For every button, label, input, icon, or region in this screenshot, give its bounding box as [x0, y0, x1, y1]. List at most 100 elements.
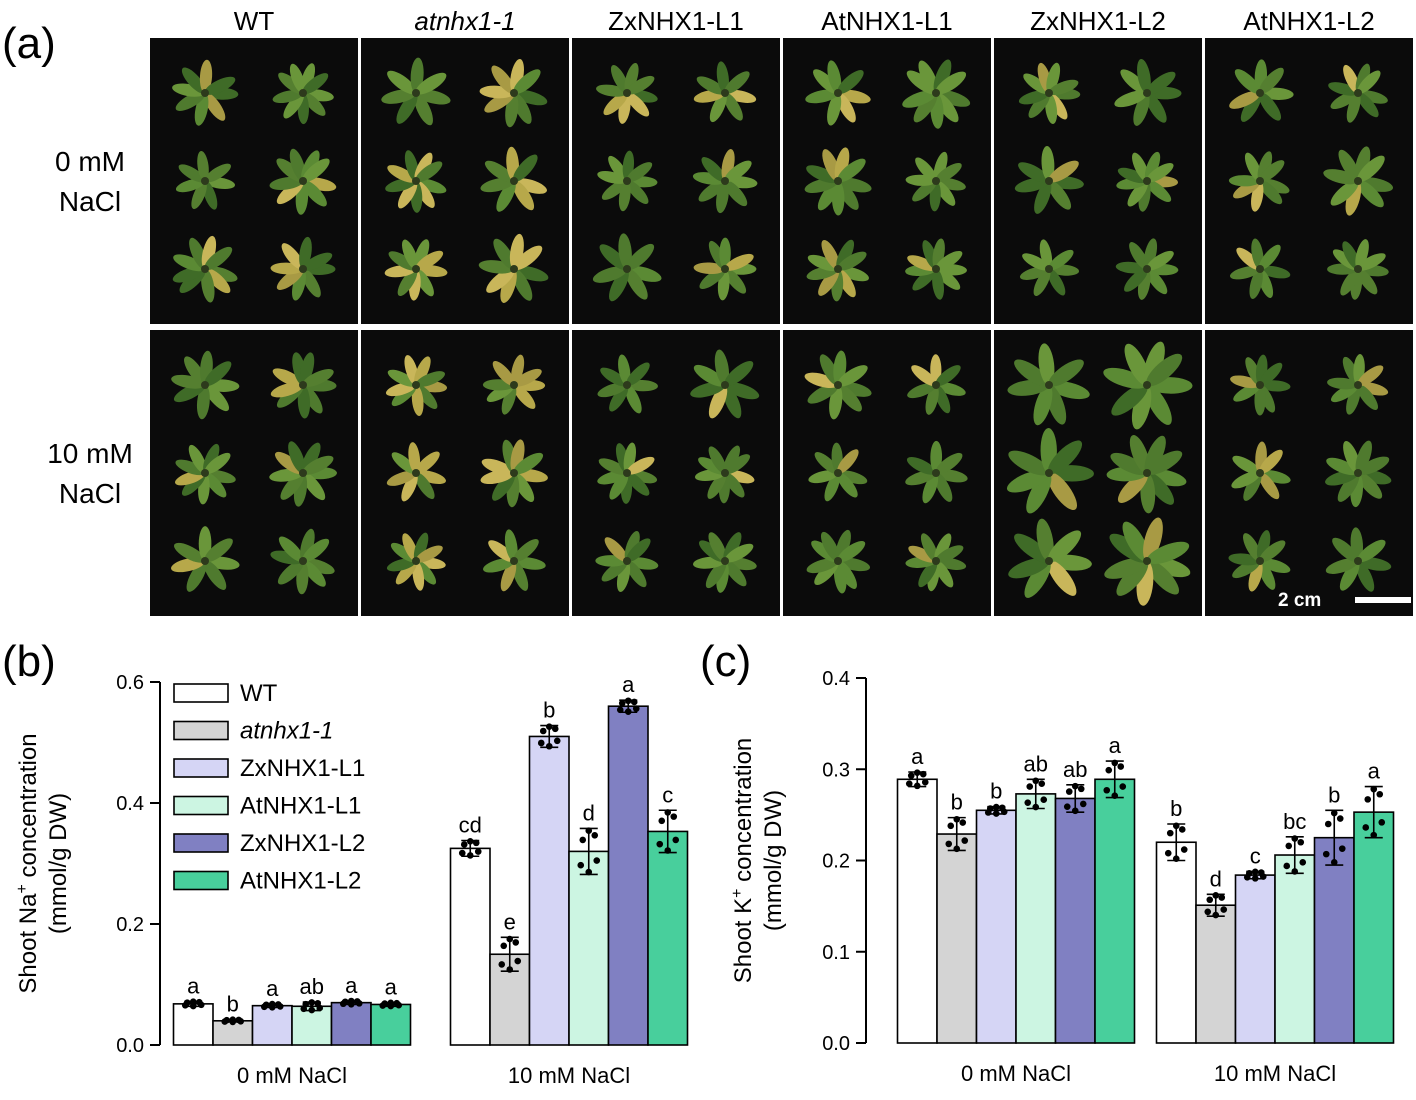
plant-leaf [272, 89, 304, 104]
data-point [1291, 835, 1299, 842]
plant-leaf [1144, 151, 1161, 182]
plant-rosette [905, 151, 966, 212]
plant-leaf [281, 243, 304, 270]
plant-leaf [626, 265, 662, 282]
plant-leaf [1259, 180, 1283, 205]
plant-leaf [1330, 91, 1359, 110]
plant-leaf [1357, 155, 1385, 182]
plant-leaf [1249, 268, 1263, 299]
plant-leaf [302, 73, 329, 95]
plant-rosette [1323, 146, 1394, 216]
data-point [1071, 782, 1079, 790]
y-tick-label: 0.3 [822, 759, 850, 781]
y-axis-label-pre: Shoot Na [15, 893, 42, 994]
data-point [1065, 788, 1073, 795]
data-point [341, 998, 349, 1006]
plant-leaf [935, 90, 971, 107]
plant-leaf [908, 545, 937, 563]
plant-center [1045, 177, 1053, 185]
plant-leaf [592, 266, 628, 283]
plant-leaf [481, 458, 515, 476]
data-point [1119, 783, 1127, 790]
plant-leaf [918, 60, 938, 94]
plant-leaf [397, 268, 418, 297]
plant-leaf [934, 180, 956, 206]
legend-swatch [173, 683, 229, 703]
bar [528, 735, 570, 1046]
significance-letter: a [622, 672, 635, 697]
data-point [1220, 906, 1228, 913]
plant-leaf [302, 252, 333, 271]
data-point [1077, 785, 1085, 793]
data-point [664, 847, 672, 854]
plant-leaf [1048, 79, 1079, 96]
plant-center [299, 89, 307, 97]
data-point [302, 1000, 310, 1008]
plant-rosette [381, 57, 451, 126]
y-axis-label-line2: (mmol/g DW) [760, 790, 787, 931]
data-point [1204, 908, 1212, 916]
plant-leaf [626, 456, 655, 475]
plant-leaf [1258, 92, 1282, 121]
plant-leaf [278, 536, 304, 562]
legend-label: ZxNHX1-L1 [240, 755, 365, 782]
y-tick-label: 0.0 [116, 1035, 144, 1057]
plant-leaf [283, 92, 305, 119]
plant-leaf [396, 92, 418, 124]
significance-letter: d [1210, 866, 1222, 891]
plant-rosette [694, 445, 755, 504]
significance-letter: a [1109, 733, 1122, 758]
plant-rosette [480, 146, 547, 212]
data-point [1206, 896, 1214, 904]
plant-center [1143, 265, 1151, 273]
plant-leaf [1143, 341, 1165, 386]
bar [1015, 793, 1057, 1044]
x-category-label: 10 mM NaCl [508, 1063, 630, 1088]
plant-leaf [415, 545, 443, 563]
data-point [314, 1000, 322, 1007]
bar [1274, 854, 1316, 1044]
plant-leaf [701, 157, 726, 182]
plant-leaf [604, 537, 628, 562]
plant-leaf [415, 161, 443, 183]
data-point [998, 804, 1006, 812]
plant-leaf [1014, 533, 1050, 563]
plant-leaf [401, 472, 418, 502]
data-point [953, 845, 961, 853]
data-point [1103, 786, 1111, 794]
plant-leaf [1345, 180, 1362, 216]
plant-center [834, 265, 842, 273]
plant-leaf [1133, 92, 1150, 126]
plant-leaf [1328, 82, 1359, 96]
plant-leaf [693, 262, 726, 275]
plant-leaf [608, 155, 629, 182]
plant-leaf [415, 178, 447, 194]
data-point [632, 705, 640, 712]
plant-rosette [172, 59, 239, 126]
plant-center [412, 381, 420, 389]
plant-leaf [1357, 180, 1384, 208]
data-point [1251, 868, 1259, 876]
plant-leaf [1330, 180, 1359, 206]
plant-leaf [276, 267, 304, 290]
plant-leaf [500, 268, 517, 303]
data-point [1376, 790, 1384, 798]
plant-leaf [1231, 471, 1261, 489]
plant-center [1256, 469, 1264, 477]
column-label: atnhx1-1 [414, 6, 515, 36]
plant-center [1143, 469, 1151, 477]
data-point [189, 998, 197, 1005]
plant-rosette [1328, 63, 1388, 123]
plant-leaf [1117, 167, 1148, 184]
plant-rosette [1229, 238, 1291, 299]
plant-rosette [1325, 440, 1392, 508]
plant-leaf [626, 75, 655, 95]
plant-leaf [204, 361, 232, 386]
legend-swatch [173, 870, 229, 891]
significance-letter: ab [300, 974, 324, 999]
plant-center [510, 469, 518, 477]
plant-leaf [513, 368, 542, 387]
data-point [347, 997, 355, 1005]
plant-leaf [1124, 343, 1150, 386]
plant-leaf [722, 384, 742, 419]
